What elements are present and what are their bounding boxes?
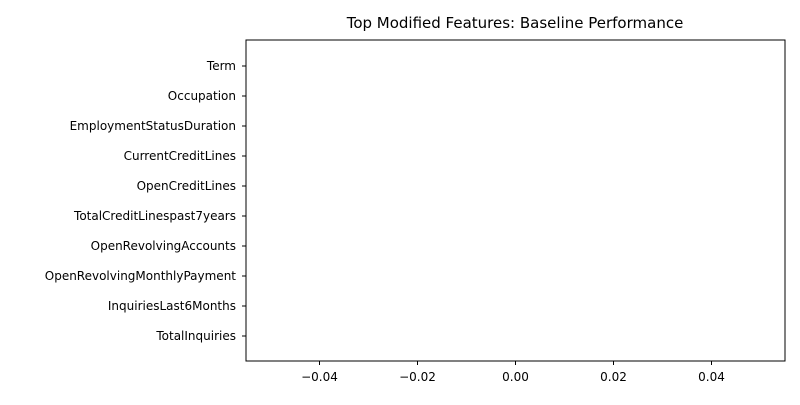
x-tick-label: −0.02 [399,370,436,384]
y-tick-label: CurrentCreditLines [124,149,236,163]
y-tick-label: InquiriesLast6Months [108,299,236,313]
y-tick-label: EmploymentStatusDuration [70,119,236,133]
plot-area-frame [245,39,786,362]
y-tick-label: Occupation [168,89,236,103]
y-tick-label: TotalCreditLinespast7years [73,209,236,223]
y-axis: Term Occupation EmploymentStatusDuration Cu… [45,59,246,343]
x-tick-label: 0.00 [502,370,529,384]
y-tick-label: Term [206,59,236,73]
y-tick-label: OpenCreditLines [137,179,236,193]
chart-title: Top Modified Features: Baseline Performa… [346,14,684,32]
y-tick-label: OpenRevolvingAccounts [91,239,236,253]
y-tick-label: TotalInquiries [155,329,236,343]
x-tick-label: −0.04 [301,370,338,384]
y-tick-label: OpenRevolvingMonthlyPayment [45,269,237,283]
x-tick-label: 0.04 [698,370,725,384]
x-tick-label: 0.02 [600,370,627,384]
x-axis: −0.04 −0.02 0.00 0.02 0.04 [301,361,725,384]
